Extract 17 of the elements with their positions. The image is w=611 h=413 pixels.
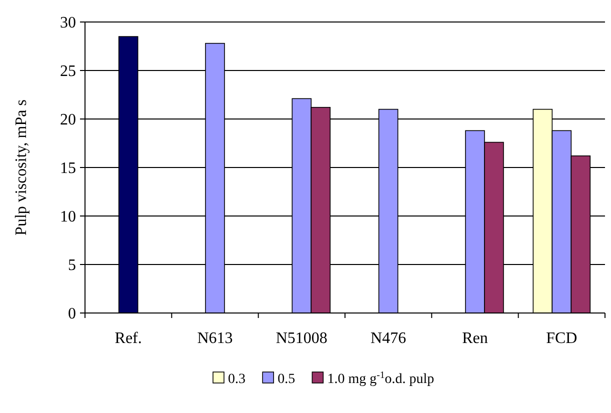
legend-label: 0.3 — [228, 372, 246, 387]
y-axis-title: Pulp viscosity, mPa s — [13, 100, 30, 236]
x-tick-label: Ref. — [114, 330, 142, 347]
x-tick-label: FCD — [546, 330, 578, 347]
y-tick-label: 20 — [60, 112, 76, 129]
legend-label: 0.5 — [278, 372, 296, 387]
y-tick-label: 25 — [60, 63, 76, 80]
y-tick-label: 0 — [68, 306, 76, 323]
x-tick-label: N476 — [370, 330, 406, 347]
y-tick-label: 15 — [60, 160, 76, 178]
y-tick-label: 5 — [68, 257, 76, 274]
y-tick-label: 30 — [60, 14, 76, 32]
x-tick-label: Ren — [462, 330, 488, 347]
y-tick-label: 10 — [60, 208, 76, 226]
x-tick-label: N613 — [197, 330, 233, 347]
x-tick-label: N51008 — [276, 330, 328, 347]
legend-label: 1.0 mg g$^{-1}$o.d. pulp — [327, 369, 434, 387]
